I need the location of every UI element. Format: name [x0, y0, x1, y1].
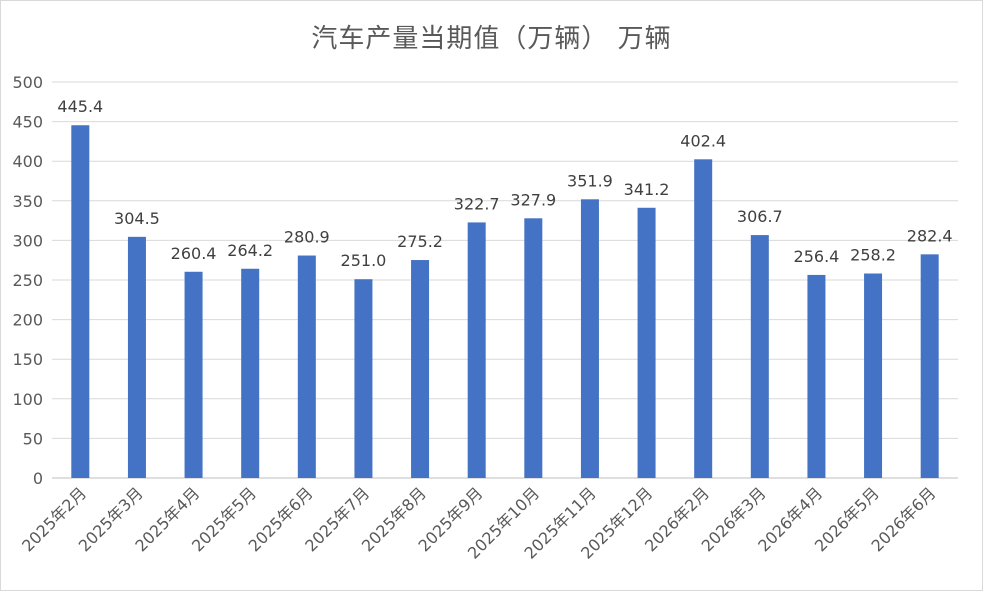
- bar: [694, 159, 713, 478]
- data-label: 402.4: [680, 131, 726, 150]
- data-label: 351.9: [567, 171, 613, 190]
- bar: [71, 125, 90, 479]
- bar: [637, 207, 656, 479]
- data-label: 322.7: [454, 194, 500, 213]
- bar: [241, 268, 260, 478]
- y-tick-label: 250: [12, 271, 43, 290]
- bar: [750, 235, 769, 478]
- bar: [127, 236, 146, 478]
- data-label: 280.9: [284, 228, 330, 247]
- data-label: 341.2: [624, 180, 670, 199]
- data-label: 304.5: [114, 209, 160, 228]
- y-tick-label: 300: [12, 231, 43, 250]
- y-tick-label: 350: [12, 192, 43, 211]
- y-tick-label: 100: [12, 390, 43, 409]
- data-label: 282.4: [907, 226, 953, 245]
- data-label: 256.4: [794, 247, 840, 266]
- y-tick-label: 0: [33, 469, 43, 488]
- bar: [354, 279, 373, 478]
- bar: [184, 271, 203, 478]
- y-tick-label: 150: [12, 350, 43, 369]
- data-label: 445.4: [57, 97, 103, 116]
- bar: [807, 274, 826, 478]
- y-tick-label: 400: [12, 152, 43, 171]
- bar: [864, 273, 883, 478]
- bar: [920, 254, 939, 478]
- data-label: 264.2: [227, 241, 273, 260]
- data-label: 251.0: [341, 251, 387, 270]
- data-label: 306.7: [737, 207, 783, 226]
- bar: [580, 199, 599, 478]
- chart-title: 汽车产量当期值（万辆） 万辆: [311, 24, 672, 54]
- bar: [297, 255, 316, 478]
- bar: [524, 218, 543, 478]
- y-tick-label: 50: [23, 429, 43, 448]
- bar: [411, 260, 430, 478]
- data-label: 327.9: [510, 190, 556, 209]
- bar: [467, 222, 486, 478]
- y-tick-label: 500: [12, 73, 43, 92]
- y-tick-label: 450: [12, 113, 43, 132]
- data-label: 258.2: [850, 246, 896, 265]
- data-label: 260.4: [171, 244, 217, 263]
- data-label: 275.2: [397, 232, 443, 251]
- y-tick-label: 200: [12, 311, 43, 330]
